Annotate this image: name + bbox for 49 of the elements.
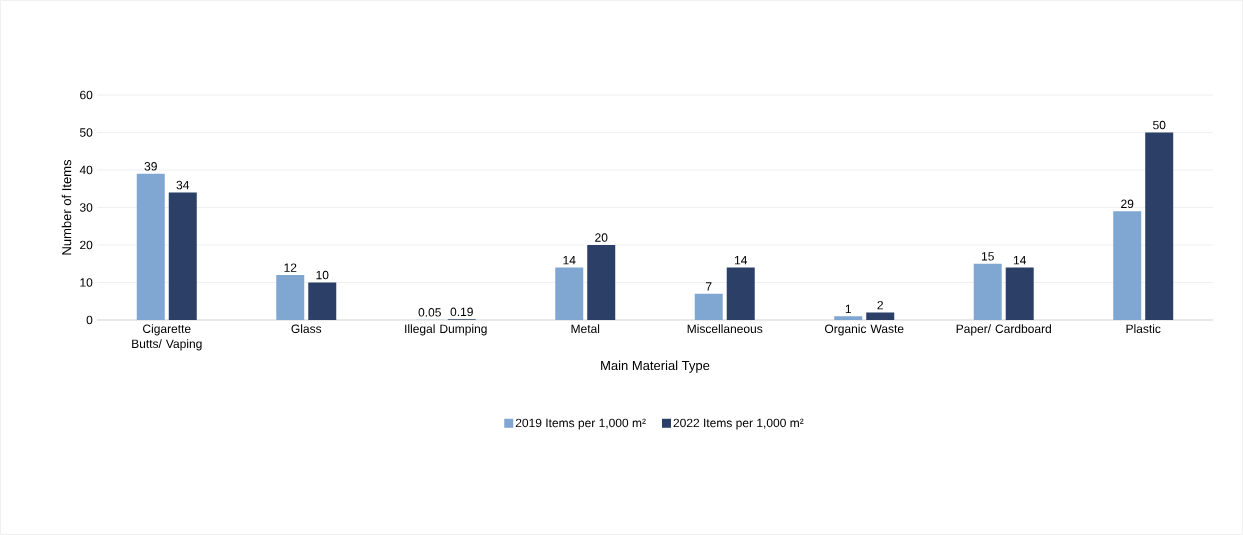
bar (308, 282, 337, 320)
y-tick-label: 0 (86, 315, 93, 325)
bar (168, 192, 197, 320)
data-label: 0.19 (450, 307, 473, 317)
data-label: 34 (176, 180, 190, 190)
bar (694, 293, 723, 320)
data-label: 1 (845, 304, 851, 314)
data-label: 14 (1013, 256, 1027, 265)
y-tick-label: 60 (80, 90, 93, 100)
x-tick-label: Plastic (1126, 324, 1161, 333)
legend-label: 2019 Items per 1,000 m² (515, 418, 646, 430)
y-tick-label: 20 (80, 240, 93, 250)
data-label: 12 (284, 263, 297, 272)
x-tick-label: Organic Waste (825, 324, 904, 336)
bar (555, 267, 584, 320)
data-label: 14 (563, 256, 576, 265)
bar (973, 263, 1002, 320)
bar (587, 244, 616, 320)
data-label: 20 (595, 233, 608, 242)
y-tick-label: 10 (80, 278, 93, 287)
bar (726, 267, 755, 320)
data-label: 15 (981, 252, 994, 261)
bar (1145, 132, 1174, 320)
data-label: 2 (877, 300, 883, 310)
x-tick-label: Glass (291, 324, 322, 333)
y-tick-label: 30 (79, 203, 93, 212)
data-label: 7 (706, 282, 712, 291)
x-tick-label: Illegal Dumping (405, 324, 487, 336)
x-axis-title: Main Material Type (601, 360, 710, 373)
bar (1005, 267, 1034, 320)
data-label: 0.05 (418, 308, 441, 317)
y-axis-title: Number of Items (61, 159, 72, 255)
data-label: 10 (316, 270, 329, 280)
data-label: 29 (1121, 199, 1134, 209)
data-label: 39 (144, 162, 157, 171)
y-tick-label: 40 (79, 165, 93, 175)
x-tick-label: Cigarette Butts/ Vaping (132, 324, 202, 351)
bar (834, 316, 863, 320)
bar (1113, 211, 1142, 320)
data-label: 50 (1153, 120, 1166, 130)
x-tick-label: Miscellaneous (687, 324, 763, 333)
x-tick-label: Metal (571, 324, 600, 333)
bar (276, 274, 305, 320)
y-tick-label: 50 (79, 128, 93, 137)
bar (136, 173, 165, 320)
data-label: 14 (734, 256, 748, 265)
bar (866, 312, 895, 320)
x-tick-label: Paper/ Cardboard (956, 324, 1051, 336)
legend-label: 2022 Items per 1,000 m² (673, 418, 804, 430)
